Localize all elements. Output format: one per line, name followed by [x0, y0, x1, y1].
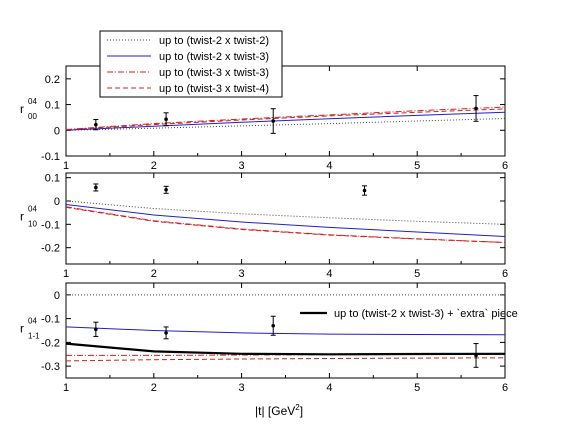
y-axis-label-sub: 00 [28, 112, 37, 121]
x-tick-label: 3 [239, 160, 245, 172]
panel-3: 1 2 3 4 5 6 -0.3 -0.2 -0.1 0 r 04 1-1 [20, 282, 508, 394]
panel-2: 1 2 3 4 5 6 -0.2 -0.1 0 0.1 r 04 10 [20, 172, 508, 280]
data-point [270, 108, 276, 134]
series-line-2 [66, 111, 505, 131]
x-tick-label: 5 [414, 382, 420, 394]
y-tick-label: 0.1 [45, 100, 60, 112]
y-tick-label: -0.1 [41, 219, 60, 231]
x-axis-label: |t| [GeV2] [255, 403, 303, 418]
y-tick-label: 0 [54, 125, 60, 137]
y-tick-label: 0 [54, 290, 60, 302]
plot-frame [65, 282, 506, 379]
y-tick-label: 0.2 [45, 74, 60, 86]
x-tick-label: 6 [502, 268, 508, 280]
y-axis-label-sup: 04 [28, 317, 37, 326]
y-axis-label-sub: 10 [28, 220, 37, 229]
legend-label-tw3tw4: up to (twist-3 x twist-4) [159, 83, 269, 95]
series-line-4 [66, 357, 505, 362]
y-axis-label: r [20, 322, 24, 336]
data-point [163, 326, 169, 340]
y-tick-label: -0.2 [41, 337, 60, 349]
x-tick-label: 1 [63, 160, 69, 172]
y-tick-label: 0 [54, 196, 60, 208]
data-point [93, 118, 99, 131]
series-line-2 [66, 326, 505, 336]
series-line-4 [66, 108, 505, 131]
legend-box [99, 30, 283, 98]
y-tick-label: -0.3 [41, 361, 60, 373]
y-axis-label: r [20, 102, 24, 116]
x-axis-label-text: |t| [GeV2] [255, 403, 303, 418]
data-point [270, 315, 276, 336]
series-line-2 [66, 204, 505, 237]
y-tick-label: -0.1 [41, 314, 60, 326]
y-tick-label: -0.2 [41, 243, 60, 255]
data-point [163, 112, 169, 127]
x-tick-label: 5 [414, 160, 420, 172]
y-axis-label-sub: 1-1 [28, 332, 40, 341]
series-line-5 [66, 342, 505, 356]
legend-label-tw2tw3: up to (twist-2 x twist-3) [159, 51, 269, 63]
x-tick-label: 2 [151, 160, 157, 172]
x-tick-label: 2 [151, 382, 157, 394]
annotation-label: up to (twist-2 x twist-3) + `extra` piec… [334, 308, 518, 320]
data-point [473, 95, 479, 122]
legend: up to (twist-2 x twist-2) up to (twist-2… [99, 30, 283, 98]
plot-frame [65, 172, 506, 265]
series-line-1 [66, 200, 505, 225]
data-point [473, 343, 479, 368]
x-tick-label: 3 [239, 268, 245, 280]
x-tick-label: 4 [326, 382, 332, 394]
x-tick-label: 5 [414, 268, 420, 280]
legend-label-tw3tw3: up to (twist-3 x twist-3) [159, 67, 269, 79]
y-axis-label-sup: 04 [28, 205, 37, 214]
x-tick-label: 1 [63, 268, 69, 280]
y-axis-label: r [20, 210, 24, 224]
data-point [93, 183, 99, 192]
y-tick-label: -0.1 [41, 151, 60, 163]
x-tick-label: 2 [151, 268, 157, 280]
panel-1: 1 2 3 4 5 6 -0.1 0 0.1 0.2 r 04 00 [20, 65, 508, 172]
x-tick-label: 6 [502, 160, 508, 172]
x-tick-label: 4 [326, 268, 332, 280]
data-point [163, 185, 169, 194]
y-tick-label: 0.1 [45, 173, 60, 185]
legend-label-tw2tw2: up to (twist-2 x twist-2) [159, 35, 269, 47]
extra-piece-annotation: up to (twist-2 x twist-3) + `extra` piec… [300, 308, 518, 320]
data-point [93, 321, 99, 337]
x-tick-label: 3 [239, 382, 245, 394]
series-line-3 [66, 106, 505, 130]
data-point [362, 185, 368, 196]
y-axis-label-sup: 04 [28, 97, 37, 106]
x-tick-label: 6 [502, 382, 508, 394]
series-line-1 [66, 118, 505, 131]
series-line-4 [66, 206, 505, 243]
x-tick-label: 4 [326, 160, 332, 172]
x-tick-label: 1 [63, 382, 69, 394]
